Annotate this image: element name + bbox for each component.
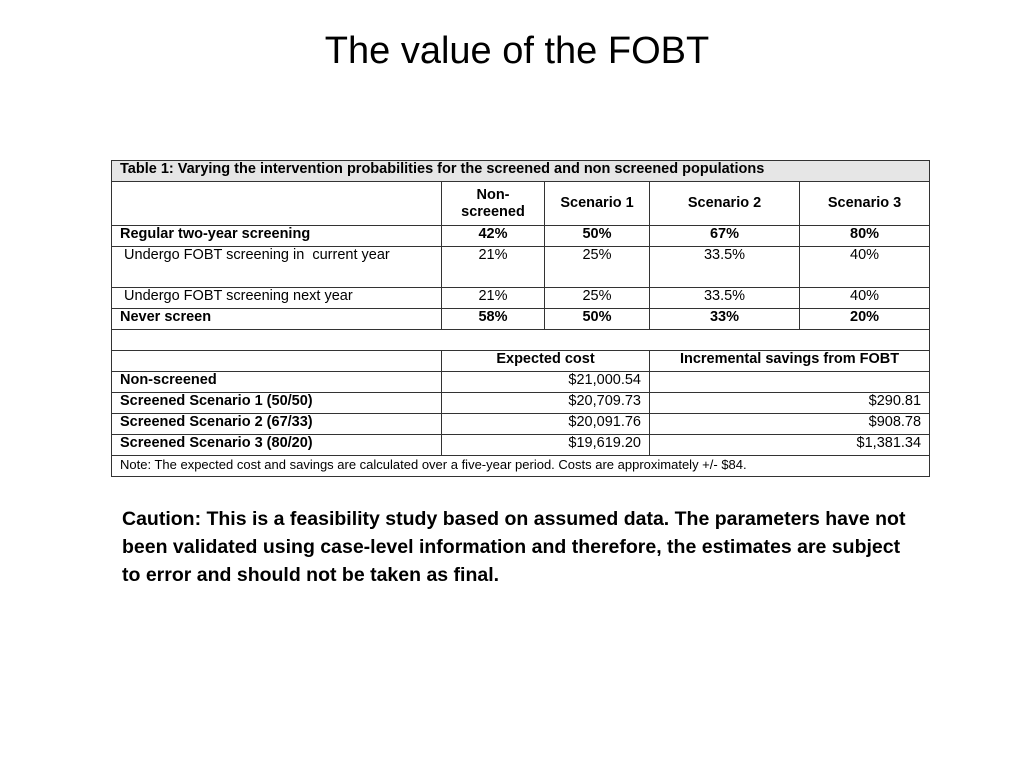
table-cell: Undergo FOBT screening next year xyxy=(111,287,442,309)
table-cell: $20,091.76 xyxy=(441,413,650,435)
table-note: Note: The expected cost and savings are … xyxy=(110,455,931,477)
table-row: Screened Scenario 2 (67/33) $20,091.76 $90… xyxy=(111,413,931,435)
table-cell: 42% xyxy=(441,225,545,247)
table-cell xyxy=(648,371,931,393)
table-cell: Never screen xyxy=(111,308,442,330)
header-cell: Scenario 2 xyxy=(649,181,800,226)
table-cell: $1,381.34 xyxy=(648,434,931,456)
table-cell: 25% xyxy=(544,287,650,309)
table-row: Non-screened $21,000.54 xyxy=(111,371,931,393)
table-row: Undergo FOBT screening in current year 21… xyxy=(111,246,931,288)
table-cell: 25% xyxy=(544,246,650,288)
table-cell: $290.81 xyxy=(648,392,931,414)
table-cell: $20,709.73 xyxy=(441,392,650,414)
table-cell: $908.78 xyxy=(648,413,931,435)
header-cell: Scenario 3 xyxy=(798,181,931,226)
table-row: Undergo FOBT screening next year 21% 25% 33… xyxy=(111,287,931,309)
header-cell xyxy=(111,181,442,226)
table-cell: 80% xyxy=(798,225,931,247)
table-cell: 50% xyxy=(544,225,650,247)
table-cell: Expected cost xyxy=(441,350,650,372)
table-cell: 33.5% xyxy=(649,246,800,288)
results-table: Table 1: Varying the intervention probab… xyxy=(110,160,931,477)
table-cell: 21% xyxy=(441,287,545,309)
table-cell: $19,619.20 xyxy=(441,434,650,456)
spacer-row xyxy=(110,329,931,351)
table-row: Never screen 58% 50% 33% 20% xyxy=(111,308,931,330)
table-cell: Screened Scenario 1 (50/50) xyxy=(111,392,442,414)
table-cell: 50% xyxy=(544,308,650,330)
table-cell: Undergo FOBT screening in current year xyxy=(111,246,442,288)
table-row: Regular two-year screening 42% 50% 67% 80% xyxy=(111,225,931,247)
cost-header-row: Expected cost Incremental savings from FO… xyxy=(111,350,931,372)
table-cell xyxy=(110,329,931,351)
table-cell: Non-screened xyxy=(111,371,442,393)
table-cell: 33% xyxy=(649,308,800,330)
table-cell: 21% xyxy=(441,246,545,288)
table-cell: $21,000.54 xyxy=(441,371,650,393)
table-cell: 67% xyxy=(649,225,800,247)
table-cell: Incremental savings from FOBT xyxy=(648,350,931,372)
table-cell: Screened Scenario 2 (67/33) xyxy=(111,413,442,435)
note-row: Note: The expected cost and savings are … xyxy=(110,455,931,477)
caution-text: Caution: This is a feasibility study bas… xyxy=(122,508,906,586)
slide-title: The value of the FOBT xyxy=(324,30,710,72)
table-row: Screened Scenario 3 (80/20) $19,619.20 $1,… xyxy=(111,434,931,456)
table-row: Screened Scenario 1 (50/50) $20,709.73 $29… xyxy=(111,392,931,414)
table-cell: 33.5% xyxy=(649,287,800,309)
table-cell: Regular two-year screening xyxy=(111,225,442,247)
header-cell: Non-screened xyxy=(441,181,545,226)
table-cell: 20% xyxy=(798,308,931,330)
table-cell: Screened Scenario 3 (80/20) xyxy=(111,434,442,456)
table-cell: 40% xyxy=(798,287,931,309)
table-cell: 58% xyxy=(441,308,545,330)
header-cell: Scenario 1 xyxy=(544,181,650,226)
table-cell: 40% xyxy=(798,246,931,288)
table-cell xyxy=(111,350,442,372)
table-caption: Table 1: Varying the intervention probab… xyxy=(110,160,931,182)
